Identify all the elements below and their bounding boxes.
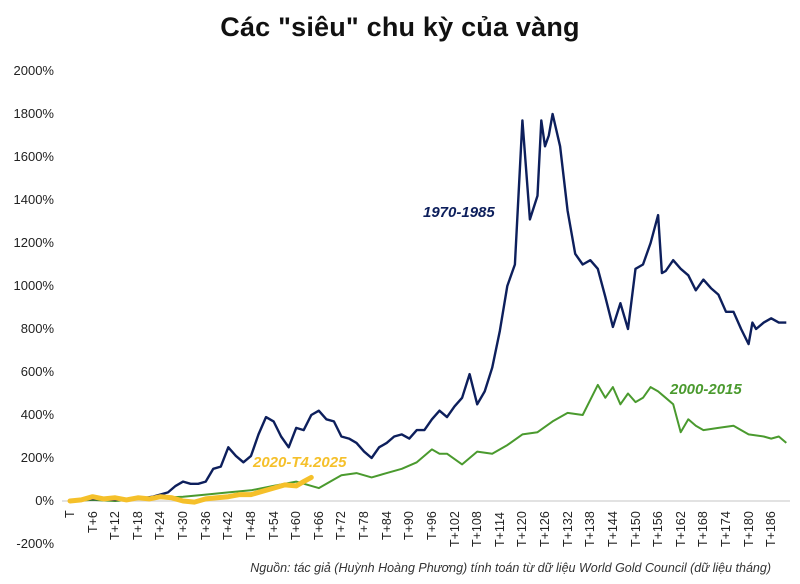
series-line-1970-1985 bbox=[69, 112, 787, 503]
y-tick-label: 0% bbox=[35, 493, 54, 508]
y-tick-label: 800% bbox=[20, 321, 54, 336]
y-tick-label: 600% bbox=[20, 364, 54, 379]
series-label-2020-2025: 2020-T4.2025 bbox=[253, 454, 347, 471]
series-label-2000-2015: 2000-2015 bbox=[670, 381, 742, 398]
y-tick-label: 1200% bbox=[13, 235, 54, 250]
series-line-2020-2025 bbox=[67, 474, 314, 505]
y-tick-label: 1400% bbox=[13, 192, 54, 207]
source-note: Nguồn: tác giả (Huỳnh Hoàng Phương) tính… bbox=[250, 561, 771, 575]
y-tick-label: 400% bbox=[20, 407, 54, 422]
y-tick-label: 200% bbox=[20, 450, 54, 465]
series-label-1970-1985: 1970-1985 bbox=[423, 204, 495, 221]
series-line-2000-2015 bbox=[69, 383, 787, 502]
y-tick-label: 1600% bbox=[13, 149, 54, 164]
chart-title: Các "siêu" chu kỳ của vàng bbox=[220, 12, 580, 42]
y-tick-label: 1000% bbox=[13, 278, 54, 293]
y-tick-label: -200% bbox=[16, 536, 54, 551]
y-tick-label: 1800% bbox=[13, 106, 54, 121]
y-tick-label: 2000% bbox=[13, 63, 54, 78]
